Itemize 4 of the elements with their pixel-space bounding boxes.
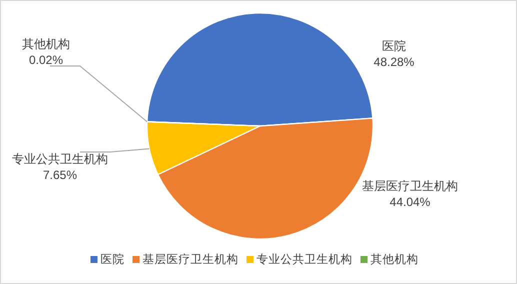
legend-label: 医院 bbox=[100, 252, 124, 266]
legend-label: 其他机构 bbox=[370, 253, 418, 266]
legend-label: 专业公共卫生机构 bbox=[256, 253, 352, 266]
legend-label: 基层医疗卫生机构 bbox=[142, 253, 238, 266]
